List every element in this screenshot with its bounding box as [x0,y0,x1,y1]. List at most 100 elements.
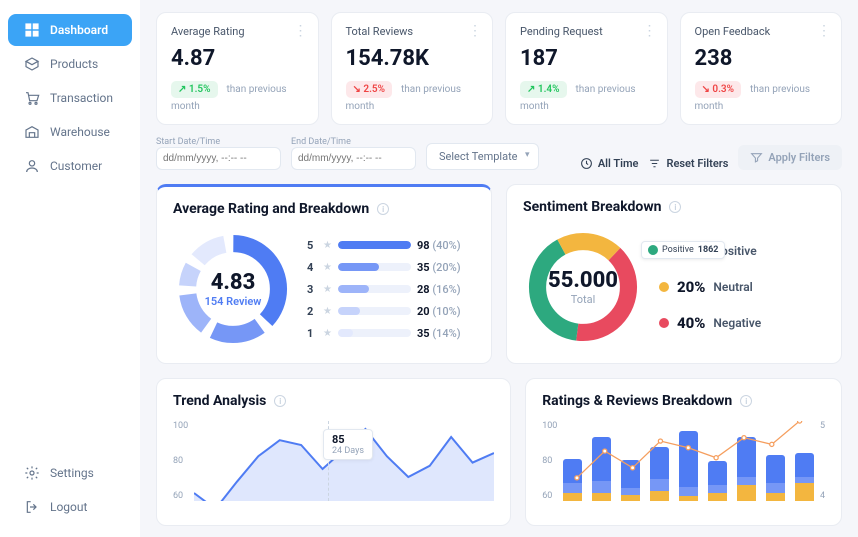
gear-icon [24,465,40,481]
info-icon[interactable]: i [377,203,389,215]
kpi-title: Total Reviews [346,25,479,38]
tooltip-value: 1862 [698,245,719,255]
all-time-label: All Time [598,157,639,170]
box-icon [24,56,40,72]
sidebar-item-label: Customer [50,159,102,173]
sidebar-item-label: Settings [50,466,94,480]
start-date-input[interactable] [156,147,281,170]
trend-tooltip-value: 85 [332,433,345,446]
stacked-bar [737,437,756,501]
stacked-bar [679,431,698,501]
kpi-value: 154.78K [346,46,479,71]
kpi-menu-icon[interactable]: ⋮ [643,23,657,39]
kpi-card: ⋮ Total Reviews 154.78K ↘ 2.5% than prev… [331,12,494,125]
sidebar-footer-logout[interactable]: Logout [8,491,132,523]
rating-donut-value: 4.83 [211,270,256,295]
kpi-card: ⋮ Pending Request 187 ↗ 1.4% than previo… [505,12,668,125]
bar-track [338,285,411,293]
sentiment-legend-row: 40% Negative [659,314,825,332]
logout-icon [24,499,40,515]
info-icon[interactable]: i [274,395,286,407]
warehouse-icon [24,124,40,140]
all-time-button[interactable]: All Time [580,157,639,170]
bar-value: 20 (10%) [417,305,475,318]
sidebar-item-label: Warehouse [50,125,110,139]
kpi-title: Pending Request [520,25,653,38]
stacked-bar [795,453,814,501]
kpi-value: 4.87 [171,46,304,71]
legend-dot [659,318,669,328]
info-icon[interactable]: i [669,201,681,213]
sentiment-tooltip: Positive 1862 [641,241,725,259]
kpi-title: Open Feedback [695,25,828,38]
bar-fill [338,263,379,271]
sidebar-item-label: Transaction [50,91,113,105]
trend-tooltip: 85 24 Days [323,429,373,460]
bar-fill [338,285,369,293]
kpi-delta: ↗ 1.4% [520,81,567,98]
sidebar-item-customer[interactable]: Customer [8,150,132,182]
main-content: ⋮ Average Rating 4.87 ↗ 1.5% than previo… [140,0,858,537]
grid-icon [24,22,40,38]
stacked-bar [708,461,727,501]
apply-filters-label: Apply Filters [768,151,830,164]
end-date-label: End Date/Time [291,137,416,147]
sidebar-item-products[interactable]: Products [8,48,132,80]
legend-pct: 40% [677,314,705,332]
sentiment-donut-chart: 55.000 Total [523,227,643,347]
tooltip-label: Positive [662,245,694,255]
kpi-menu-icon[interactable]: ⋮ [468,23,482,39]
sidebar-item-transaction[interactable]: Transaction [8,82,132,114]
sidebar: DashboardProducts Transaction Warehouse Cus… [0,0,140,537]
legend-label: Negative [713,316,761,330]
bar-value: 28 (16%) [417,283,475,296]
reset-filters-label: Reset Filters [666,157,728,170]
rating-donut-chart: 4.83 154 Review [173,229,293,349]
bar-track [338,329,411,337]
filter-icon [750,151,763,164]
kpi-delta: ↘ 0.3% [695,81,742,98]
y-tick: 5 [820,421,825,431]
bar-fill [338,329,353,337]
reset-filters-button[interactable]: Reset Filters [648,157,728,170]
apply-filters-button[interactable]: Apply Filters [738,145,842,170]
rating-bar-row: 4★ 35 (20%) [307,261,475,274]
bar-stars: 1 [307,327,317,340]
kpi-menu-icon[interactable]: ⋮ [817,23,831,39]
rating-bar-row: 1★ 35 (14%) [307,327,475,340]
kpi-value: 187 [520,46,653,71]
bar-value: 35 (14%) [417,327,475,340]
bar-fill [338,241,411,249]
y-tick: 60 [542,491,557,501]
bar-stars: 4 [307,261,317,274]
sidebar-item-warehouse[interactable]: Warehouse [8,116,132,148]
sidebar-item-dashboard[interactable]: Dashboard [8,14,132,46]
kpi-card: ⋮ Open Feedback 238 ↘ 0.3% than previous… [680,12,843,125]
y-tick: 80 [173,456,188,466]
y-tick: 4 [820,491,825,501]
y-tick: 100 [173,421,188,431]
sentiment-total-value: 55.000 [548,268,618,293]
bar-fill [338,307,360,315]
y-tick: 100 [542,421,557,431]
legend-label: Neutral [713,280,752,294]
kpi-menu-icon[interactable]: ⋮ [294,23,308,39]
bar-value: 35 (20%) [417,261,475,274]
rating-breakdown-panel: Average Rating and Breakdowni 4.83 154 R… [156,184,492,364]
sidebar-item-label: Logout [50,500,87,514]
sentiment-panel-title: Sentiment Breakdown [523,199,661,215]
end-date-input[interactable] [291,147,416,170]
sidebar-footer-settings[interactable]: Settings [8,457,132,489]
rating-bar-row: 2★ 20 (10%) [307,305,475,318]
user-icon [24,158,40,174]
cart-icon [24,90,40,106]
select-template-dropdown[interactable]: Select Template [426,143,539,170]
info-icon[interactable]: i [740,395,752,407]
trend-tooltip-label: 24 Days [332,446,364,456]
rating-bar-row: 3★ 28 (16%) [307,283,475,296]
reviews-panel-title: Ratings & Reviews Breakdown [542,393,732,409]
kpi-delta: ↗ 1.5% [171,81,218,98]
legend-pct: 20% [677,278,705,296]
stacked-bar [592,437,611,501]
trend-analysis-panel: Trend Analysisi 1008060 85 24 Days [156,378,511,526]
